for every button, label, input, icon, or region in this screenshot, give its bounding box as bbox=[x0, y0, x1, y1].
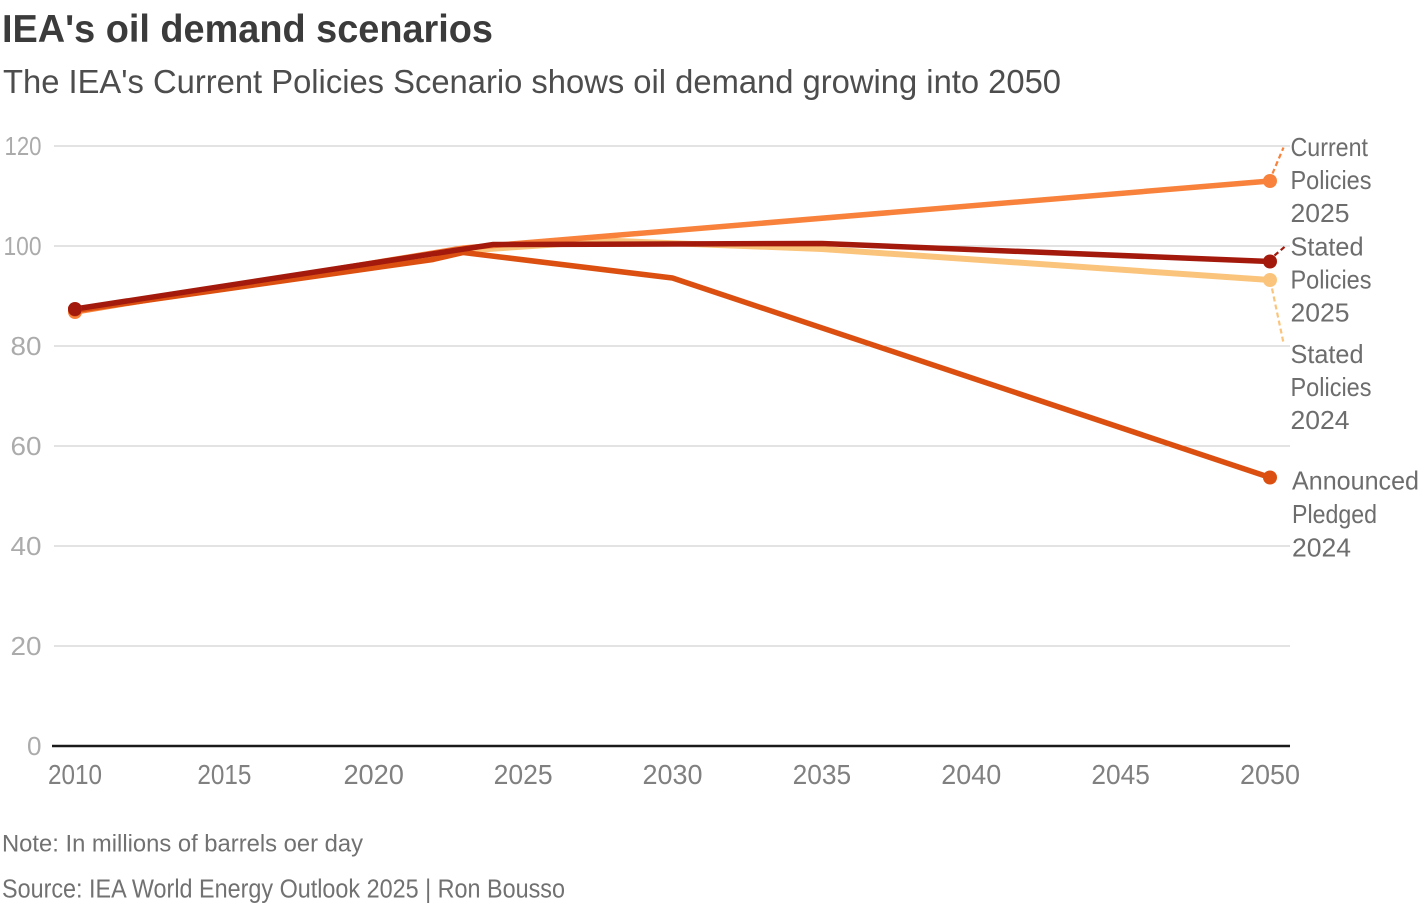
svg-text:The IEA's Current Policies Sce: The IEA's Current Policies Scenario show… bbox=[3, 63, 1061, 100]
svg-text:Stated: Stated bbox=[1291, 232, 1364, 262]
svg-text:Note: In millions of barrels o: Note: In millions of barrels oer day bbox=[2, 831, 364, 858]
svg-text:2045: 2045 bbox=[1091, 759, 1150, 790]
svg-text:2020: 2020 bbox=[343, 759, 404, 790]
svg-text:Policies: Policies bbox=[1291, 372, 1372, 402]
svg-text:2040: 2040 bbox=[941, 759, 1001, 790]
svg-text:2024: 2024 bbox=[1292, 533, 1351, 563]
svg-text:40: 40 bbox=[11, 533, 42, 561]
svg-text:Stated: Stated bbox=[1291, 339, 1364, 369]
svg-text:120: 120 bbox=[5, 133, 42, 161]
svg-text:2050: 2050 bbox=[1240, 759, 1300, 790]
svg-text:2025: 2025 bbox=[1291, 298, 1350, 328]
svg-text:0: 0 bbox=[27, 733, 42, 761]
svg-text:80: 80 bbox=[11, 333, 42, 361]
svg-text:IEA's oil demand scenarios: IEA's oil demand scenarios bbox=[2, 8, 493, 51]
svg-text:60: 60 bbox=[11, 433, 42, 461]
svg-text:Pledged: Pledged bbox=[1292, 499, 1377, 529]
svg-text:20: 20 bbox=[11, 633, 42, 661]
svg-text:Announced: Announced bbox=[1292, 466, 1419, 496]
svg-text:2035: 2035 bbox=[793, 759, 852, 790]
svg-text:Source: IEA World Energy Outlo: Source: IEA World Energy Outlook 2025 | … bbox=[2, 875, 565, 903]
svg-text:2015: 2015 bbox=[197, 759, 251, 790]
svg-text:2010: 2010 bbox=[48, 759, 102, 790]
svg-text:2025: 2025 bbox=[494, 759, 553, 790]
svg-text:100: 100 bbox=[4, 233, 42, 261]
svg-text:Policies: Policies bbox=[1291, 165, 1372, 195]
svg-text:2024: 2024 bbox=[1291, 405, 1350, 435]
svg-text:2025: 2025 bbox=[1291, 198, 1350, 228]
svg-text:Policies: Policies bbox=[1291, 265, 1372, 295]
svg-text:2030: 2030 bbox=[643, 759, 703, 790]
svg-text:Current: Current bbox=[1291, 132, 1369, 162]
